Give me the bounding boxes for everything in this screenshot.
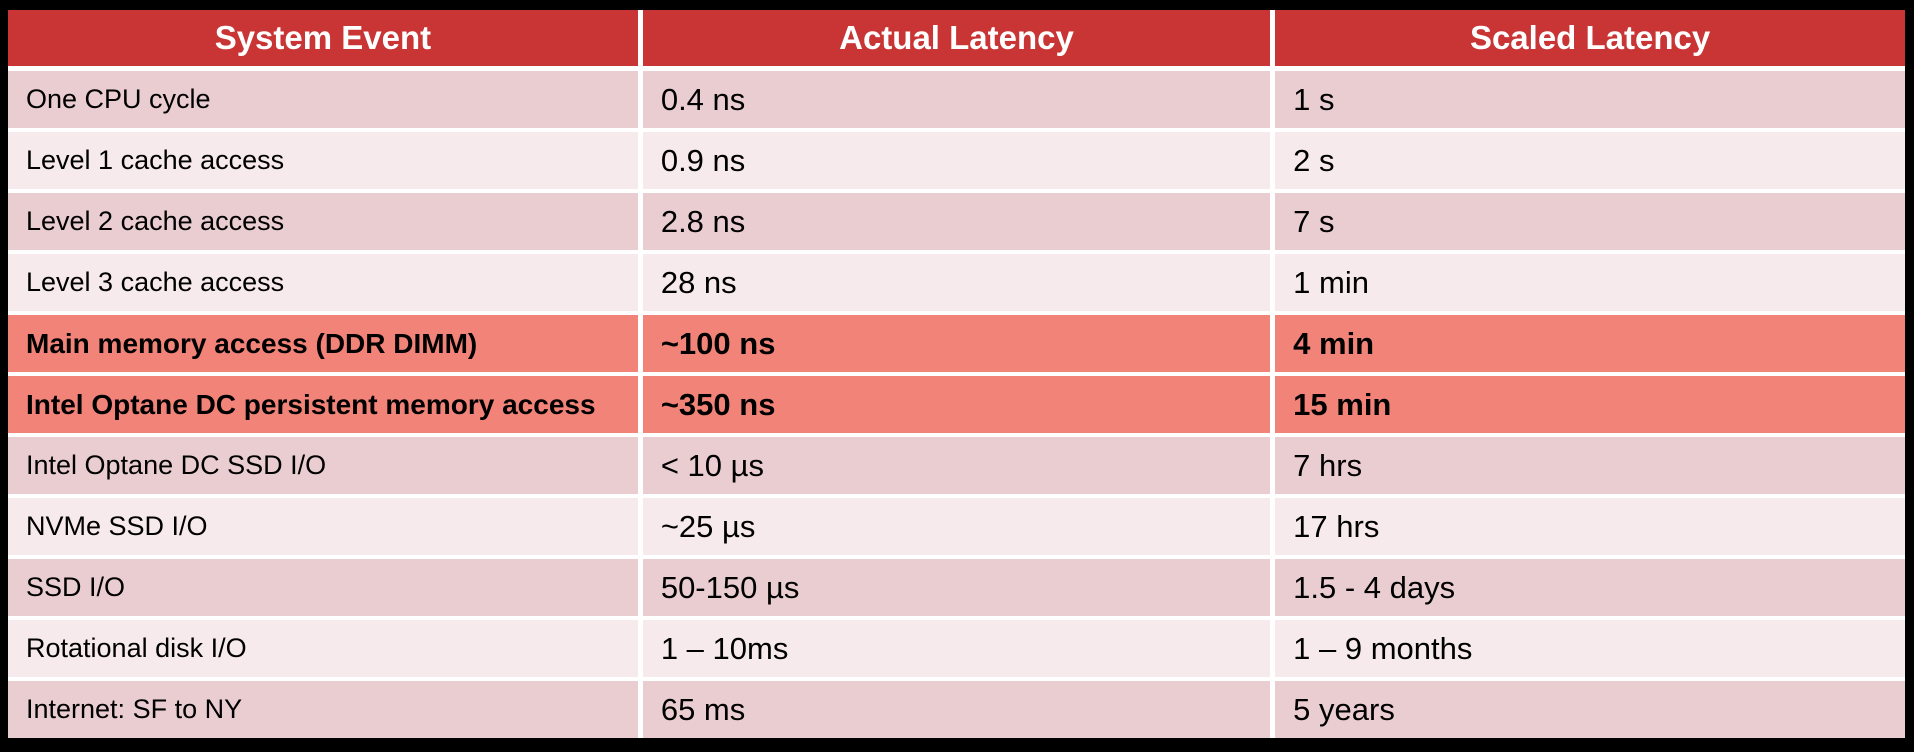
cell-actual-latency: 1 – 10ms bbox=[640, 618, 1276, 681]
cell-system-event: Level 3 cache access bbox=[8, 252, 643, 315]
cell-scaled-latency: 1 s bbox=[1272, 68, 1905, 132]
table-row: NVMe SSD I/O ~25 µs 17 hrs bbox=[8, 496, 1905, 559]
table-row: Level 1 cache access 0.9 ns 2 s bbox=[8, 130, 1905, 193]
header-row: System Event Actual Latency Scaled Laten… bbox=[8, 10, 1905, 71]
cell-scaled-latency: 2 s bbox=[1272, 130, 1905, 193]
table-row-highlight: Main memory access (DDR DIMM) ~100 ns 4 … bbox=[8, 313, 1905, 376]
cell-system-event: Intel Optane DC persistent memory access bbox=[8, 374, 643, 437]
cell-scaled-latency: 15 min bbox=[1272, 374, 1905, 437]
column-header-system-event: System Event bbox=[8, 10, 643, 71]
latency-table: System Event Actual Latency Scaled Laten… bbox=[8, 10, 1905, 738]
table-body: One CPU cycle 0.4 ns 1 s Level 1 cache a… bbox=[8, 68, 1905, 738]
cell-actual-latency: 2.8 ns bbox=[640, 191, 1276, 254]
cell-system-event: NVMe SSD I/O bbox=[8, 496, 643, 559]
cell-scaled-latency: 1 – 9 months bbox=[1272, 618, 1905, 681]
cell-actual-latency: < 10 µs bbox=[640, 435, 1276, 498]
cell-scaled-latency: 1 min bbox=[1272, 252, 1905, 315]
column-header-actual-latency: Actual Latency bbox=[640, 10, 1276, 71]
table-row: SSD I/O 50-150 µs 1.5 - 4 days bbox=[8, 557, 1905, 620]
cell-actual-latency: 0.4 ns bbox=[640, 68, 1276, 132]
cell-system-event: SSD I/O bbox=[8, 557, 643, 620]
cell-system-event: Intel Optane DC SSD I/O bbox=[8, 435, 643, 498]
cell-system-event: One CPU cycle bbox=[8, 68, 643, 132]
cell-actual-latency: ~100 ns bbox=[640, 313, 1276, 376]
column-header-scaled-latency: Scaled Latency bbox=[1272, 10, 1905, 71]
cell-actual-latency: ~350 ns bbox=[640, 374, 1276, 437]
table-row: Level 3 cache access 28 ns 1 min bbox=[8, 252, 1905, 315]
cell-actual-latency: 28 ns bbox=[640, 252, 1276, 315]
cell-scaled-latency: 7 hrs bbox=[1272, 435, 1905, 498]
cell-system-event: Internet: SF to NY bbox=[8, 679, 643, 738]
cell-actual-latency: 65 ms bbox=[640, 679, 1276, 738]
cell-actual-latency: 50-150 µs bbox=[640, 557, 1276, 620]
cell-system-event: Rotational disk I/O bbox=[8, 618, 643, 681]
table-row: Intel Optane DC SSD I/O < 10 µs 7 hrs bbox=[8, 435, 1905, 498]
cell-actual-latency: ~25 µs bbox=[640, 496, 1276, 559]
table-row: Level 2 cache access 2.8 ns 7 s bbox=[8, 191, 1905, 254]
cell-scaled-latency: 1.5 - 4 days bbox=[1272, 557, 1905, 620]
cell-scaled-latency: 17 hrs bbox=[1272, 496, 1905, 559]
table-row: Rotational disk I/O 1 – 10ms 1 – 9 month… bbox=[8, 618, 1905, 681]
cell-system-event: Level 1 cache access bbox=[8, 130, 643, 193]
table-row-highlight: Intel Optane DC persistent memory access… bbox=[8, 374, 1905, 437]
cell-system-event: Level 2 cache access bbox=[8, 191, 643, 254]
cell-scaled-latency: 7 s bbox=[1272, 191, 1905, 254]
table-row: One CPU cycle 0.4 ns 1 s bbox=[8, 68, 1905, 132]
cell-actual-latency: 0.9 ns bbox=[640, 130, 1276, 193]
cell-system-event: Main memory access (DDR DIMM) bbox=[8, 313, 643, 376]
cell-scaled-latency: 4 min bbox=[1272, 313, 1905, 376]
cell-scaled-latency: 5 years bbox=[1272, 679, 1905, 738]
table-row: Internet: SF to NY 65 ms 5 years bbox=[8, 679, 1905, 738]
